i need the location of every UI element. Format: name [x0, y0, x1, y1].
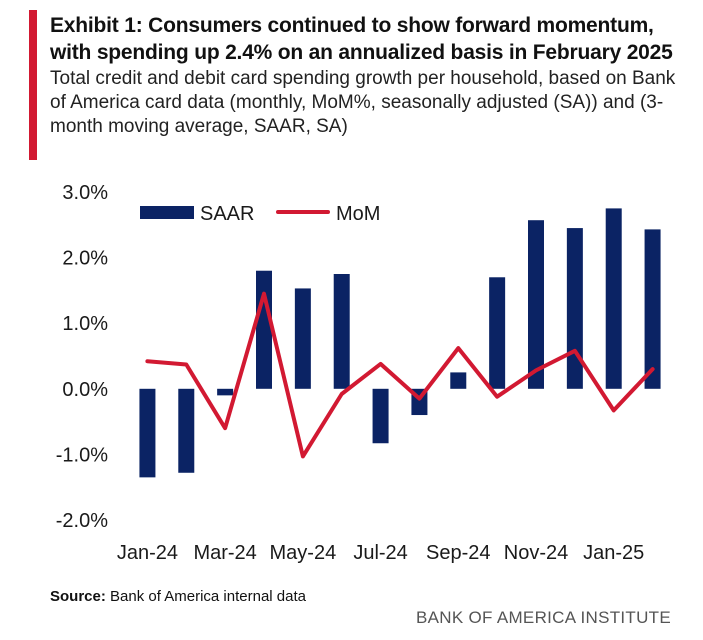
- title-accent-bar: [29, 10, 37, 160]
- y-tick-label: 1.0%: [62, 313, 108, 335]
- bar-saar: [372, 388, 389, 444]
- chart-subtitle: Total credit and debit card spending gro…: [50, 68, 676, 137]
- source-note: Source: Bank of America internal data: [50, 588, 306, 605]
- x-tick-label: Sep-24: [426, 542, 491, 564]
- y-tick-label: -1.0%: [56, 444, 108, 466]
- legend-label-saar: SAAR: [200, 203, 254, 225]
- combo-chart: 3.0% 2.0% 1.0% 0.0% -1.0% -2.0% Jan-24 Mar-24 Ma…: [56, 182, 661, 564]
- y-tick-label: 3.0%: [62, 182, 108, 204]
- bar-saar: [489, 277, 506, 389]
- bar-saar: [294, 288, 311, 389]
- bar-saar: [528, 220, 544, 389]
- source-text: Bank of America internal data: [110, 588, 306, 605]
- bar-saar: [217, 388, 234, 396]
- bar-saar: [256, 270, 272, 389]
- bar-saar: [566, 228, 583, 389]
- x-tick-label: Jan-25: [583, 542, 644, 564]
- x-tick-label: Nov-24: [504, 542, 568, 564]
- bar-saar: [605, 208, 622, 389]
- legend-label-mom: MoM: [336, 203, 380, 225]
- x-tick-label: Jul-24: [353, 542, 407, 564]
- y-tick-label: 2.0%: [62, 248, 108, 270]
- x-tick-label: Jan-24: [117, 542, 178, 564]
- source-label: Source:: [50, 588, 106, 605]
- legend-swatch-saar: [140, 206, 194, 219]
- brand-logo-text: BANK OF AMERICA INSTITUTE: [416, 608, 671, 627]
- y-tick-label: 0.0%: [62, 379, 108, 401]
- bar-saar: [178, 388, 195, 473]
- bar-saar: [644, 229, 661, 389]
- bar-saar: [139, 388, 156, 478]
- bar-saar: [450, 372, 467, 389]
- line-mom: [145, 291, 655, 459]
- y-tick-label: -2.0%: [56, 510, 108, 532]
- x-tick-label: May-24: [270, 542, 337, 564]
- chart-title: Exhibit 1: Consumers continued to show f…: [50, 14, 673, 64]
- bar-saar: [333, 274, 350, 389]
- x-tick-label: Mar-24: [193, 542, 256, 564]
